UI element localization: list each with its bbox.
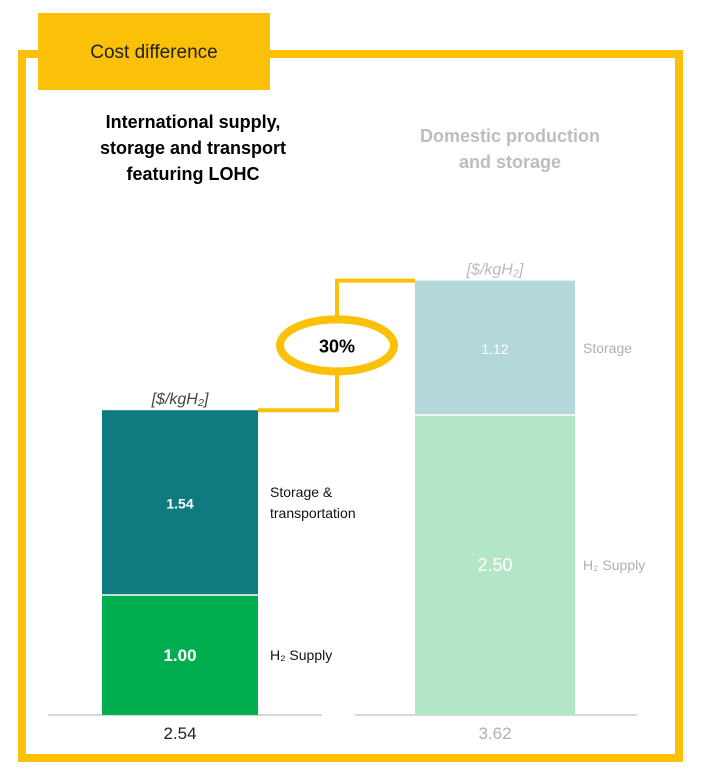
header-tab	[38, 13, 270, 90]
segment-value-label: 1.54	[166, 496, 193, 512]
segment-name-label: Storage	[583, 340, 632, 356]
segment-value-label: 1.12	[481, 341, 508, 357]
total-label: 2.54	[163, 724, 196, 743]
segment-value-label: 1.00	[163, 646, 196, 665]
bar-segment	[102, 410, 258, 595]
header-tab-label: Cost difference	[90, 42, 217, 63]
bar-segment	[415, 280, 575, 415]
difference-label: 30%	[319, 336, 355, 356]
segment-name-label: Storage &	[270, 484, 333, 500]
group-title-line: International supply,	[106, 112, 281, 132]
bar-segment	[102, 595, 258, 715]
segment-name-label: H₂ Supply	[583, 557, 645, 573]
unit-label: [$/kgH₂]	[151, 391, 209, 408]
group-title-line: and storage	[459, 152, 561, 172]
group-title-line: storage and transport	[100, 138, 286, 158]
unit-label: [$/kgH₂]	[466, 262, 524, 279]
segment-name-label: transportation	[270, 505, 356, 521]
segment-value-label: 2.50	[477, 555, 512, 575]
bar-segment	[415, 415, 575, 715]
group-title-line: Domestic production	[420, 126, 600, 146]
total-label: 3.62	[478, 724, 511, 743]
group-title-line: featuring LOHC	[127, 164, 260, 184]
frame	[18, 50, 683, 762]
segment-name-label: H₂ Supply	[270, 647, 332, 663]
difference-ellipse	[276, 315, 398, 376]
